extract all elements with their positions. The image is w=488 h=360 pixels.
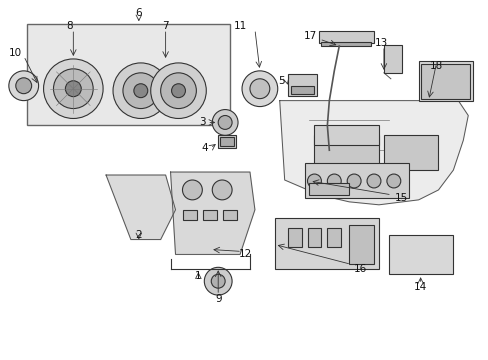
Bar <box>420 64 469 99</box>
Circle shape <box>16 78 32 94</box>
Text: 14: 14 <box>413 282 427 292</box>
Polygon shape <box>106 175 175 239</box>
Bar <box>388 235 452 274</box>
Bar <box>314 125 378 145</box>
Bar <box>183 210 197 220</box>
Text: 9: 9 <box>214 294 221 304</box>
Text: 13: 13 <box>373 38 387 48</box>
Text: 17: 17 <box>304 31 317 41</box>
Circle shape <box>204 267 232 295</box>
Circle shape <box>218 116 232 129</box>
Circle shape <box>211 274 224 288</box>
Circle shape <box>150 63 206 118</box>
Bar <box>27 24 230 125</box>
Text: 6: 6 <box>135 8 142 18</box>
Bar <box>383 45 401 73</box>
Text: 8: 8 <box>66 21 73 31</box>
Text: 1: 1 <box>195 271 201 281</box>
Circle shape <box>161 73 196 109</box>
Text: 16: 16 <box>353 264 366 274</box>
Text: 15: 15 <box>394 193 407 203</box>
Bar <box>223 210 237 220</box>
Circle shape <box>43 59 103 118</box>
Bar <box>383 135 438 170</box>
Bar <box>274 218 378 269</box>
Bar <box>290 86 314 94</box>
Circle shape <box>242 71 277 107</box>
Bar <box>314 135 378 170</box>
Circle shape <box>326 174 341 188</box>
Circle shape <box>346 174 360 188</box>
Bar <box>220 137 234 146</box>
Circle shape <box>65 81 81 96</box>
Circle shape <box>122 73 158 109</box>
Circle shape <box>386 174 400 188</box>
Text: 7: 7 <box>162 21 168 31</box>
Text: 3: 3 <box>198 117 205 127</box>
Bar <box>418 61 472 100</box>
Circle shape <box>307 174 321 188</box>
Circle shape <box>182 180 202 200</box>
Bar <box>309 183 348 195</box>
Circle shape <box>113 63 168 118</box>
Circle shape <box>212 180 232 200</box>
Bar <box>287 74 317 96</box>
Bar <box>304 163 408 198</box>
Bar <box>319 31 373 43</box>
Bar <box>287 228 301 247</box>
Text: 12: 12 <box>238 249 251 260</box>
Bar <box>307 228 321 247</box>
Circle shape <box>171 84 185 98</box>
Circle shape <box>53 69 93 109</box>
Circle shape <box>321 144 337 160</box>
Circle shape <box>366 174 380 188</box>
Bar <box>326 228 341 247</box>
Polygon shape <box>170 172 254 255</box>
Circle shape <box>212 109 238 135</box>
Circle shape <box>9 71 39 100</box>
Text: 4: 4 <box>201 143 208 153</box>
Circle shape <box>134 84 147 98</box>
Text: 18: 18 <box>429 61 442 71</box>
Circle shape <box>249 79 269 99</box>
Text: 11: 11 <box>233 21 246 31</box>
Bar <box>218 135 236 148</box>
Bar <box>203 210 217 220</box>
Bar <box>321 42 370 46</box>
Text: 10: 10 <box>9 48 22 58</box>
Bar <box>348 225 373 264</box>
Polygon shape <box>279 100 468 205</box>
Text: 2: 2 <box>135 230 142 239</box>
Text: 5: 5 <box>278 76 284 86</box>
